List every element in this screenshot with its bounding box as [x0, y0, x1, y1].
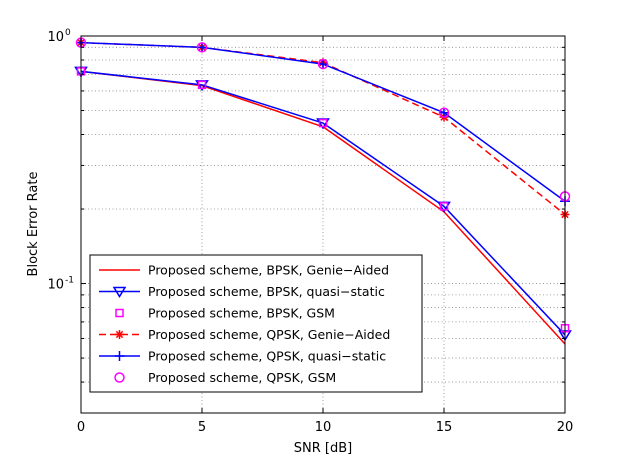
- y-tick-label: 10: [47, 30, 64, 45]
- series-layer: [74, 37, 572, 345]
- legend-label: Proposed scheme, QPSK, Genie−Aided: [148, 327, 390, 342]
- axes-ticks: [80, 35, 566, 414]
- legend-item: Proposed scheme, QPSK, quasi−static: [99, 349, 386, 364]
- x-tick-label: 20: [557, 420, 574, 435]
- legend-box: [89, 254, 423, 393]
- marker-circle: [317, 58, 329, 70]
- marker-plus: [439, 107, 449, 118]
- x-tick-label: 15: [436, 420, 453, 435]
- marker-square: [318, 118, 328, 128]
- legend-item: Proposed scheme, BPSK, Genie−Aided: [99, 263, 389, 278]
- marker-square: [197, 80, 207, 90]
- legend-label: Proposed scheme, BPSK, quasi−static: [148, 284, 385, 299]
- marker-plus: [318, 59, 328, 70]
- legend: Proposed scheme, BPSK, Genie−Aided Propos…: [89, 254, 423, 393]
- marker-circle: [438, 107, 450, 118]
- marker-square: [115, 308, 124, 318]
- x-tick-label: 10: [315, 420, 332, 435]
- legend-item: Proposed scheme, BPSK, quasi−static: [99, 284, 385, 299]
- x-tick-label: 5: [198, 420, 206, 435]
- legend-item: Proposed scheme, QPSK, GSM: [114, 370, 336, 385]
- legend-item: Proposed scheme, BPSK, GSM: [115, 306, 335, 321]
- marker-plus: [114, 351, 125, 361]
- x-tick-label: 0: [77, 420, 85, 435]
- x-tick-labels: 0 5 10 15 20: [77, 420, 573, 435]
- marker-star: [115, 330, 124, 339]
- legend-label: Proposed scheme, QPSK, quasi−static: [148, 349, 386, 364]
- y-tick-label-exponent: -1: [65, 276, 74, 286]
- series-line: [80, 70, 566, 336]
- marker-circle: [196, 42, 208, 53]
- y-axis-label: Block Error Rate: [26, 172, 41, 277]
- marker-plus: [197, 42, 207, 53]
- y-tick-label: 10: [47, 278, 64, 293]
- x-axis-label: SNR [dB]: [294, 441, 352, 456]
- marker-triangle: [112, 286, 127, 298]
- legend-label: Proposed scheme, BPSK, GSM: [148, 306, 335, 321]
- marker-circle: [114, 372, 125, 383]
- marker-square: [439, 202, 449, 211]
- legend-item: Proposed scheme, QPSK, Genie−Aided: [99, 327, 390, 342]
- y-tick-label-exponent: 0: [65, 28, 71, 38]
- legend-label: Proposed scheme, QPSK, GSM: [148, 370, 336, 385]
- legend-label: Proposed scheme, BPSK, Genie−Aided: [148, 263, 389, 278]
